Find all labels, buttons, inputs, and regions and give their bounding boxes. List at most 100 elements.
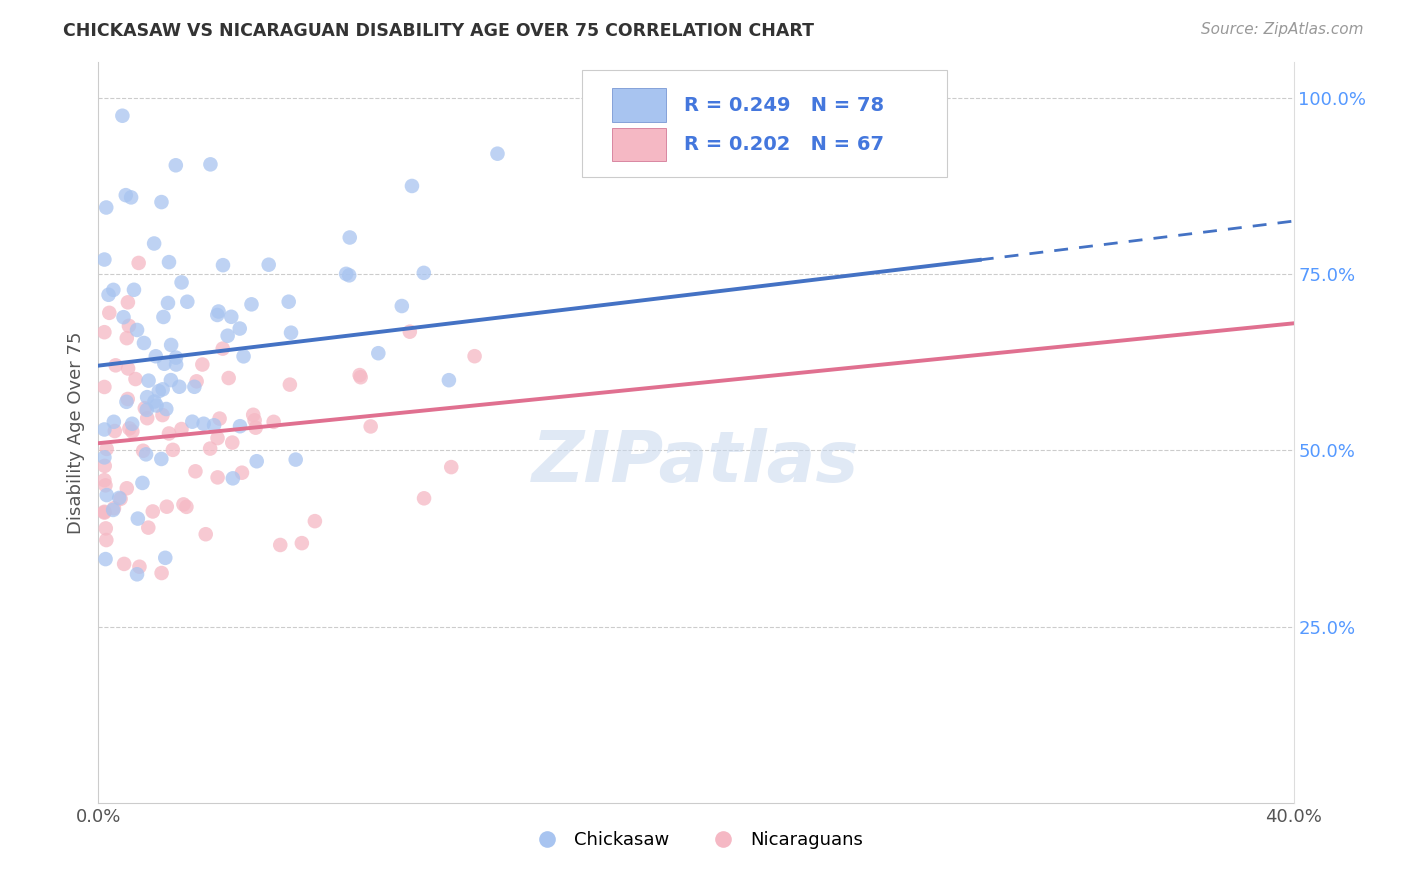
Point xyxy=(401,178,423,193)
Point xyxy=(337,268,360,283)
Point xyxy=(437,373,460,387)
Point xyxy=(165,158,187,172)
Point xyxy=(132,443,155,458)
Point xyxy=(231,466,253,480)
Point xyxy=(96,442,118,456)
Point xyxy=(207,431,229,445)
Point xyxy=(169,380,191,394)
Point xyxy=(111,109,134,123)
Point xyxy=(412,266,434,280)
Point xyxy=(155,402,177,417)
Point xyxy=(212,258,235,272)
Point xyxy=(165,351,187,365)
Point xyxy=(145,349,167,363)
Point xyxy=(398,325,420,339)
Point xyxy=(202,418,225,433)
Point xyxy=(93,252,115,267)
Point xyxy=(464,349,486,363)
Point xyxy=(96,533,118,547)
Point xyxy=(152,310,174,324)
Point xyxy=(124,372,146,386)
Point xyxy=(200,157,222,171)
Point xyxy=(104,424,127,438)
Point xyxy=(156,296,179,310)
Point xyxy=(486,146,509,161)
Point xyxy=(155,550,177,565)
Point xyxy=(217,328,239,343)
Point xyxy=(148,384,170,399)
Point xyxy=(143,236,166,251)
Point xyxy=(198,442,221,456)
Point xyxy=(97,287,120,301)
Point xyxy=(242,408,264,422)
Point xyxy=(349,368,371,383)
Point xyxy=(128,559,150,574)
Point xyxy=(94,478,117,492)
Point xyxy=(150,195,173,210)
Point xyxy=(128,256,150,270)
Point xyxy=(240,297,263,311)
Point xyxy=(138,374,160,388)
Point xyxy=(162,442,184,457)
Point xyxy=(304,514,326,528)
Point xyxy=(157,426,180,441)
Point xyxy=(150,452,173,467)
Point xyxy=(194,527,217,541)
Point xyxy=(277,294,299,309)
Point xyxy=(93,505,115,519)
Point xyxy=(152,408,174,422)
Point xyxy=(208,411,231,425)
Point xyxy=(93,458,115,473)
Point xyxy=(278,377,301,392)
Point xyxy=(93,473,115,487)
FancyBboxPatch shape xyxy=(613,88,666,121)
Point xyxy=(193,417,215,431)
Y-axis label: Disability Age Over 75: Disability Age Over 75 xyxy=(66,331,84,534)
Point xyxy=(96,201,118,215)
Point xyxy=(150,566,173,580)
Point xyxy=(222,471,245,485)
Point xyxy=(170,276,193,290)
Point xyxy=(291,536,314,550)
Point xyxy=(269,538,291,552)
Point xyxy=(157,255,180,269)
Point xyxy=(221,435,243,450)
Point xyxy=(93,325,115,339)
Point xyxy=(153,357,176,371)
Point xyxy=(143,394,166,409)
Point xyxy=(263,415,285,429)
Text: R = 0.202   N = 67: R = 0.202 N = 67 xyxy=(685,135,884,154)
Point xyxy=(440,460,463,475)
Point xyxy=(136,390,159,404)
Point xyxy=(229,419,252,434)
Point xyxy=(108,491,131,505)
Point xyxy=(184,464,207,478)
Point xyxy=(115,481,138,495)
Point xyxy=(118,421,141,435)
Point xyxy=(93,380,115,394)
Point xyxy=(245,420,267,434)
Point xyxy=(114,188,136,202)
Point xyxy=(134,401,156,416)
Point xyxy=(115,331,138,345)
Point xyxy=(257,258,280,272)
Point xyxy=(122,283,145,297)
Point xyxy=(94,521,117,535)
Point xyxy=(135,402,157,417)
Point xyxy=(117,392,139,406)
Point xyxy=(103,501,125,516)
Point xyxy=(243,413,266,427)
Point xyxy=(110,491,132,506)
Point xyxy=(176,294,198,309)
Point xyxy=(131,475,153,490)
Point xyxy=(96,488,118,502)
Point xyxy=(207,304,229,318)
Point xyxy=(136,521,159,535)
Point xyxy=(93,506,115,520)
Point xyxy=(117,361,139,376)
FancyBboxPatch shape xyxy=(582,70,948,178)
Point xyxy=(93,422,115,436)
Point xyxy=(284,452,307,467)
Point xyxy=(367,346,389,360)
Point xyxy=(127,511,149,525)
